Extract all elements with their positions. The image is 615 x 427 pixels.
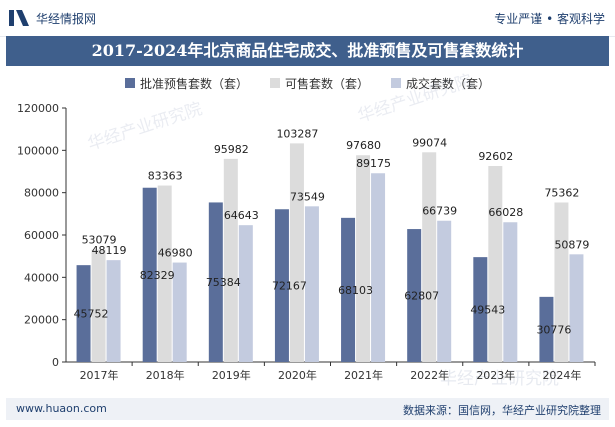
x-tick-label: 2023年 [476,368,515,382]
data-label: 89175 [356,157,391,170]
brand-name: 华经情报网 [36,11,97,26]
x-tick-label: 2017年 [80,368,119,382]
data-label: 62807 [404,290,439,303]
bar [539,296,554,362]
data-label: 64643 [224,209,259,222]
data-label: 83363 [148,170,183,183]
bar [503,222,518,362]
footer: www.huaon.com 数据来源：国信网，华经产业研究院整理 [6,398,609,420]
x-tick-label: 2021年 [344,368,383,382]
bar [106,260,121,362]
watermark: 华经产业研究院 [355,71,474,127]
chart-title: 2017-2024年北京商品住宅成交、批准预售及可售套数统计 [6,36,609,66]
data-label: 49543 [470,304,505,317]
bar [142,187,157,362]
watermark: 华经产业研究院 [85,99,204,155]
data-label: 45752 [74,308,109,321]
data-label: 99074 [412,136,447,149]
bar [569,254,584,362]
bar [208,202,223,362]
legend-label: 成交套数（套） [406,76,491,91]
x-tick-label: 2020年 [278,368,317,382]
legend-item: 可售套数（套） [269,74,369,92]
bar [341,217,356,362]
bar [289,143,304,362]
data-label: 95982 [214,143,249,156]
data-label: 92602 [478,150,513,163]
legend-swatch [124,78,135,88]
bar [157,185,172,362]
data-label: 103287 [276,127,318,140]
bar [172,262,187,362]
y-tick-label: 0 [52,356,59,369]
bar [238,225,253,362]
bar [304,206,319,362]
bar [407,229,422,362]
data-label: 75384 [206,276,241,289]
x-tick-label: 2024年 [542,368,581,382]
legend-item: 成交套数（套） [391,74,490,92]
slogan: 专业严谨 • 客观科学 [494,12,605,26]
data-label: 75362 [544,186,579,199]
data-label: 46980 [158,247,193,260]
bar [422,152,437,362]
legend-label: 可售套数（套） [284,76,369,91]
data-label: 66028 [488,206,523,219]
brand: 华经情报网 [8,7,96,29]
footer-url[interactable]: www.huaon.com [16,402,107,415]
brand-logo-icon [9,10,29,26]
data-label: 53079 [82,234,117,247]
x-tick-label: 2022年 [410,368,449,382]
watermark: 华经产业研究院 [440,369,559,389]
bar [91,249,106,362]
data-label: 66739 [422,205,457,218]
footer-source: 数据来源：国信网，华经产业研究院整理 [403,404,601,417]
bar [371,173,386,362]
legend-swatch [391,78,401,88]
bar [473,257,488,362]
bar [554,202,569,362]
x-tick-label: 2019年 [212,368,251,382]
chart-legend: 批准预售套数（套） 可售套数（套） 成交套数（套） [0,74,615,92]
data-label: 68103 [338,284,373,297]
y-tick-label: 80000 [24,187,59,200]
data-label: 73549 [290,190,325,203]
bar [488,165,503,362]
data-label: 50879 [554,238,589,251]
y-tick-label: 120000 [17,102,59,115]
bar [274,209,289,362]
bar [356,155,371,362]
legend-swatch [269,78,280,88]
data-label: 48119 [92,244,127,257]
legend-label: 批准预售套数（套） [139,76,248,91]
data-label: 72167 [272,280,307,293]
y-tick-label: 40000 [24,271,59,284]
data-label: 82329 [140,269,175,282]
bar [223,158,238,362]
y-tick-label: 100000 [17,144,59,157]
data-label: 30776 [536,323,571,336]
x-tick-label: 2018年 [146,368,185,382]
bar [437,220,452,362]
legend-item: 批准预售套数（套） [124,74,248,92]
bar [76,265,91,362]
y-tick-label: 20000 [24,314,59,327]
data-label: 97680 [346,139,381,152]
y-tick-label: 60000 [24,229,59,242]
